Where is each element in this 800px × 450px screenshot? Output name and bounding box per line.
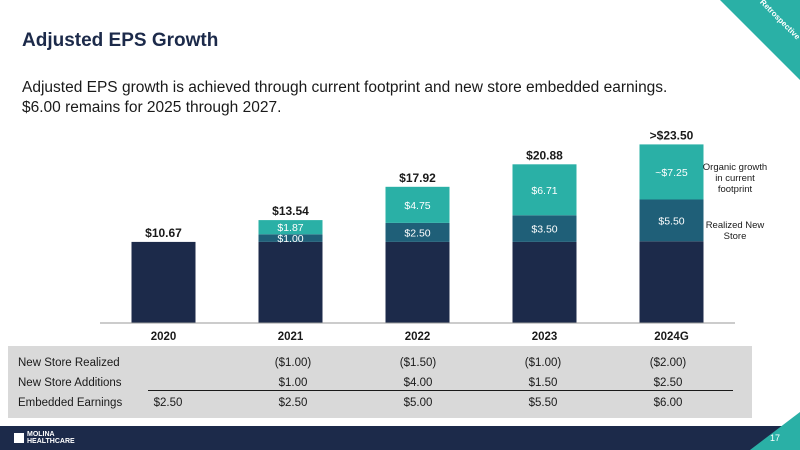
table-cell: $4.00 (403, 377, 433, 389)
logo-line-2: HEALTHCARE (27, 438, 75, 445)
total-label: $10.67 (145, 226, 182, 240)
legend-organic-line: Organic growth (703, 162, 767, 173)
total-label: >$23.50 (650, 128, 694, 142)
segment-label: $2.50 (404, 227, 430, 239)
molina-logo: MOLINA HEALTHCARE (14, 431, 75, 445)
total-label: $20.88 (526, 148, 563, 162)
segment-label: $3.50 (531, 224, 557, 236)
table-cell: $2.50 (153, 397, 183, 409)
table-divider (148, 390, 733, 391)
table-cell: $2.50 (278, 397, 308, 409)
bar-segment (385, 222, 450, 242)
bar-segment (512, 164, 577, 216)
segment-label: ~$7.25 (655, 167, 688, 179)
bar-segment (385, 186, 450, 223)
bar-segment (385, 241, 450, 323)
banner-triangle (720, 0, 800, 80)
x-tick-label: 2023 (532, 331, 558, 343)
table-row-new-store-additions: New Store Additions $1.00 $4.00 $1.50 $2… (8, 374, 752, 392)
bar-segment (639, 144, 704, 200)
table-cell: $2.50 (653, 377, 683, 389)
row-label: Embedded Earnings (18, 397, 123, 409)
table-cell: ($1.00) (274, 357, 312, 369)
eps-chart: $10.67 2020 $1.00$1.87 $13.54 2021 $2.50 $4.75… (100, 128, 767, 343)
bar-segment (639, 199, 704, 242)
retrospective-banner: Retrospective (720, 0, 800, 80)
total-label: $17.92 (399, 171, 436, 185)
segment-label: $6.71 (531, 185, 557, 197)
segment-label: $1.87 (277, 222, 303, 234)
footer-accent (750, 412, 800, 450)
page-number: 17 (769, 433, 780, 443)
bar-segment (512, 215, 577, 242)
legend-realized-line: Realized New (706, 220, 765, 231)
table-cell: $5.50 (528, 397, 558, 409)
x-tick-label: 2021 (278, 331, 304, 343)
legend-realized-line: Store (724, 231, 747, 242)
logo-line-1: MOLINA (27, 431, 55, 438)
subtitle: Adjusted EPS growth is achieved through … (22, 78, 762, 118)
footer-bar: MOLINA HEALTHCARE 17 (0, 412, 800, 450)
segment-label: $1.00 (277, 233, 303, 245)
total-label: $13.54 (272, 204, 309, 218)
table-cell: ($1.00) (524, 357, 562, 369)
table-cell: ($2.00) (649, 357, 687, 369)
table-cell: ($1.50) (399, 357, 437, 369)
slide-title: Adjusted EPS Growth (22, 30, 219, 51)
bar-segment (258, 234, 323, 242)
subtitle-line-1: Adjusted EPS growth is achieved through … (22, 79, 668, 96)
x-tick-label: 2020 (151, 331, 177, 343)
subtitle-line-2: $6.00 remains for 2025 through 2027. (22, 99, 282, 116)
table-cell: $6.00 (653, 397, 683, 409)
segment-label: $5.50 (658, 215, 684, 227)
table-row-embedded-earnings: Embedded Earnings $2.50 $2.50 $5.00 $5.5… (8, 394, 752, 412)
table-cell: $5.00 (403, 397, 433, 409)
table-cell: $1.00 (278, 377, 308, 389)
bar-segment (131, 241, 196, 323)
table-row-new-store-realized: New Store Realized ($1.00) ($1.50) ($1.0… (8, 354, 752, 372)
x-tick-label: 2022 (405, 331, 431, 343)
table-background (8, 346, 752, 418)
bar-segment (258, 241, 323, 323)
table-cell: $1.50 (528, 377, 558, 389)
legend-organic-line: in current (715, 173, 755, 184)
legend-organic-line: footprint (718, 184, 753, 195)
bar-segment (512, 241, 577, 323)
logo-mark-icon (14, 433, 24, 443)
row-label: New Store Additions (18, 377, 122, 389)
row-label: New Store Realized (18, 357, 120, 369)
bar-segment (258, 220, 323, 235)
x-tick-label: 2024G (654, 331, 689, 343)
bar-segment (639, 241, 704, 323)
segment-label: $4.75 (404, 200, 430, 212)
